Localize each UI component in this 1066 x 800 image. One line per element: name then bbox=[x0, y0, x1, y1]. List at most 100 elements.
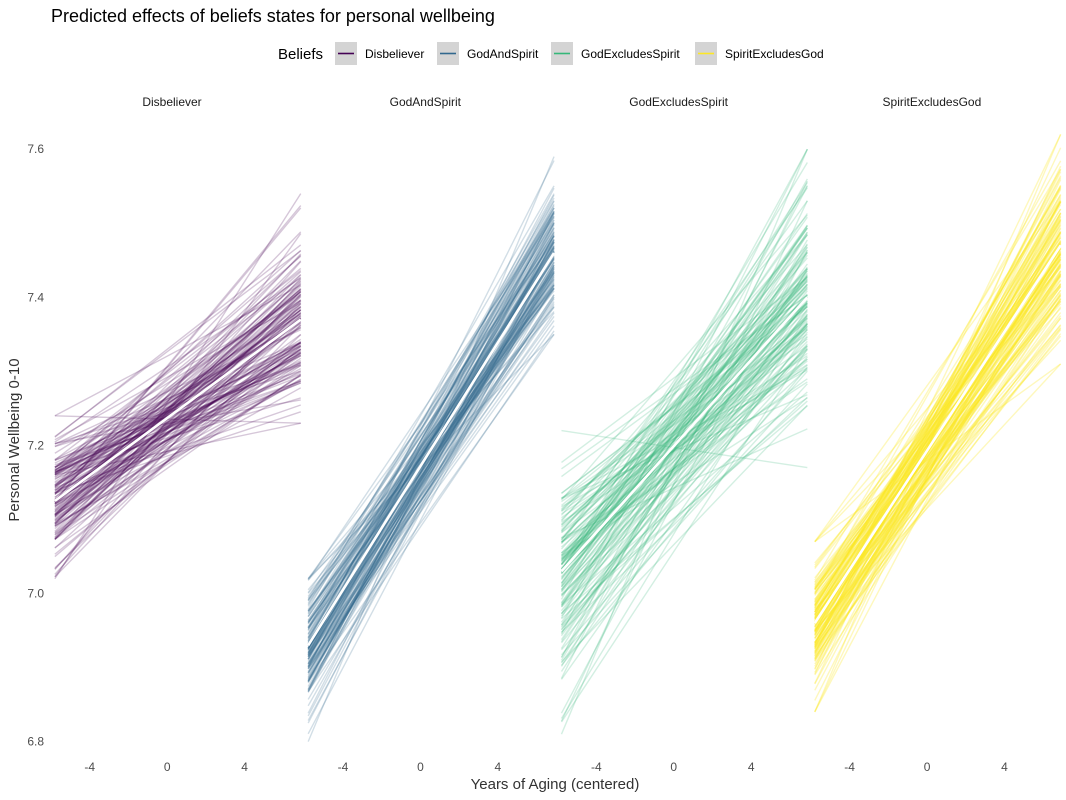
posterior-draw-line bbox=[814, 224, 1062, 606]
posterior-draw-line bbox=[307, 250, 555, 678]
posterior-draw-line bbox=[54, 309, 302, 501]
posterior-draw-line bbox=[560, 254, 808, 585]
posterior-draw-line bbox=[560, 239, 808, 661]
posterior-draw-line bbox=[54, 354, 302, 487]
posterior-draw-line bbox=[560, 233, 808, 626]
posterior-draw-line bbox=[814, 289, 1062, 639]
posterior-draw-line bbox=[307, 197, 555, 631]
posterior-draw-line bbox=[560, 231, 808, 615]
posterior-draw-line bbox=[307, 290, 555, 600]
posterior-draw-line bbox=[54, 291, 302, 494]
posterior-draw-line bbox=[560, 315, 808, 543]
posterior-draw-line bbox=[814, 315, 1062, 623]
posterior-draw-line bbox=[560, 251, 808, 584]
posterior-draw-line bbox=[561, 317, 808, 528]
posterior-draw-line bbox=[814, 196, 1062, 644]
posterior-draw-line bbox=[54, 324, 302, 515]
posterior-draw-line bbox=[561, 381, 808, 543]
posterior-draw-line bbox=[560, 288, 808, 557]
posterior-draw-line bbox=[814, 189, 1062, 646]
mean-effect-line bbox=[307, 252, 556, 647]
posterior-draw-line bbox=[814, 202, 1062, 608]
posterior-draw-line bbox=[54, 277, 302, 443]
posterior-draw-line bbox=[307, 298, 555, 663]
posterior-draw-line bbox=[814, 254, 1062, 660]
posterior-draw-line bbox=[561, 400, 808, 620]
posterior-draw-line bbox=[560, 267, 808, 564]
posterior-draw-line bbox=[560, 329, 808, 626]
posterior-draw-line bbox=[814, 300, 1062, 590]
posterior-draw-line bbox=[560, 300, 808, 612]
posterior-draw-line bbox=[561, 335, 808, 548]
posterior-draw-line bbox=[561, 369, 808, 508]
posterior-draw-line bbox=[307, 296, 555, 674]
posterior-draw-line bbox=[54, 318, 302, 486]
posterior-draw-line bbox=[814, 282, 1062, 606]
posterior-draw-line bbox=[560, 250, 808, 714]
posterior-draw-line bbox=[560, 286, 808, 591]
posterior-draw-line bbox=[814, 160, 1062, 595]
posterior-draw-line bbox=[54, 261, 302, 539]
posterior-draw-line bbox=[54, 308, 302, 570]
posterior-draw-line bbox=[560, 227, 808, 570]
posterior-draw-line bbox=[307, 325, 555, 670]
posterior-draw-line bbox=[307, 238, 555, 601]
posterior-draw-line bbox=[307, 219, 555, 640]
posterior-draw-line bbox=[307, 297, 555, 673]
posterior-draw-line bbox=[560, 306, 808, 544]
posterior-draw-line bbox=[307, 247, 555, 635]
panel-disbeliever: Disbeliever 6.8 7.0 7.2 7.4 7.6 -4 0 4 bbox=[27, 95, 302, 774]
posterior-draw-line bbox=[307, 301, 555, 643]
posterior-draw-line bbox=[307, 219, 555, 627]
posterior-draw-line bbox=[814, 257, 1062, 602]
posterior-draw-line bbox=[561, 348, 808, 571]
posterior-draw-line bbox=[561, 358, 808, 562]
posterior-draw-line bbox=[307, 249, 555, 618]
posterior-draw-line bbox=[814, 204, 1062, 616]
posterior-draw-line bbox=[814, 171, 1062, 649]
posterior-draw-line bbox=[307, 255, 555, 612]
posterior-draw-line bbox=[814, 231, 1062, 619]
posterior-draw-line bbox=[814, 259, 1062, 625]
legend: Beliefs Disbeliever GodAndSpirit GodExclude… bbox=[278, 42, 824, 65]
posterior-draw-line bbox=[307, 274, 555, 664]
posterior-draw-line bbox=[54, 299, 302, 504]
posterior-draw-line bbox=[54, 271, 302, 489]
posterior-draw-line bbox=[560, 275, 808, 510]
posterior-draw-line bbox=[814, 283, 1062, 630]
y-tick-label: 7.4 bbox=[27, 290, 44, 304]
posterior-draw-line bbox=[814, 264, 1062, 591]
posterior-draw-line bbox=[54, 322, 302, 472]
posterior-draw-line bbox=[561, 397, 808, 557]
posterior-draw-line bbox=[814, 324, 1062, 633]
posterior-draw-line bbox=[814, 363, 1062, 631]
posterior-draw-line bbox=[814, 280, 1062, 627]
posterior-draw-line bbox=[54, 309, 302, 471]
posterior-draw-line bbox=[814, 213, 1062, 645]
posterior-draw-line bbox=[814, 285, 1062, 643]
posterior-draw-line bbox=[54, 312, 302, 488]
posterior-draw-line bbox=[814, 289, 1062, 623]
posterior-draw-line bbox=[307, 207, 555, 606]
posterior-draw-line bbox=[561, 294, 808, 470]
posterior-draw-line bbox=[561, 358, 808, 543]
posterior-draw-line bbox=[560, 246, 808, 580]
posterior-draw-line bbox=[54, 364, 301, 461]
posterior-draw-line bbox=[814, 251, 1062, 644]
posterior-draw-line bbox=[560, 276, 808, 588]
posterior-draw-line bbox=[814, 250, 1062, 543]
posterior-draw-line bbox=[307, 212, 555, 614]
posterior-draw-line bbox=[814, 215, 1062, 637]
posterior-draw-line bbox=[54, 291, 302, 476]
posterior-draw-line bbox=[54, 255, 302, 470]
posterior-draw-line bbox=[814, 231, 1062, 616]
posterior-draw-line bbox=[307, 268, 555, 660]
posterior-draw-line bbox=[560, 296, 808, 526]
posterior-draw-line bbox=[307, 256, 555, 682]
posterior-draw-line bbox=[814, 237, 1062, 613]
posterior-draw-line bbox=[307, 248, 555, 724]
posterior-draw-line bbox=[560, 294, 808, 566]
posterior-draw-line bbox=[560, 148, 808, 735]
posterior-draw-line bbox=[560, 216, 808, 562]
